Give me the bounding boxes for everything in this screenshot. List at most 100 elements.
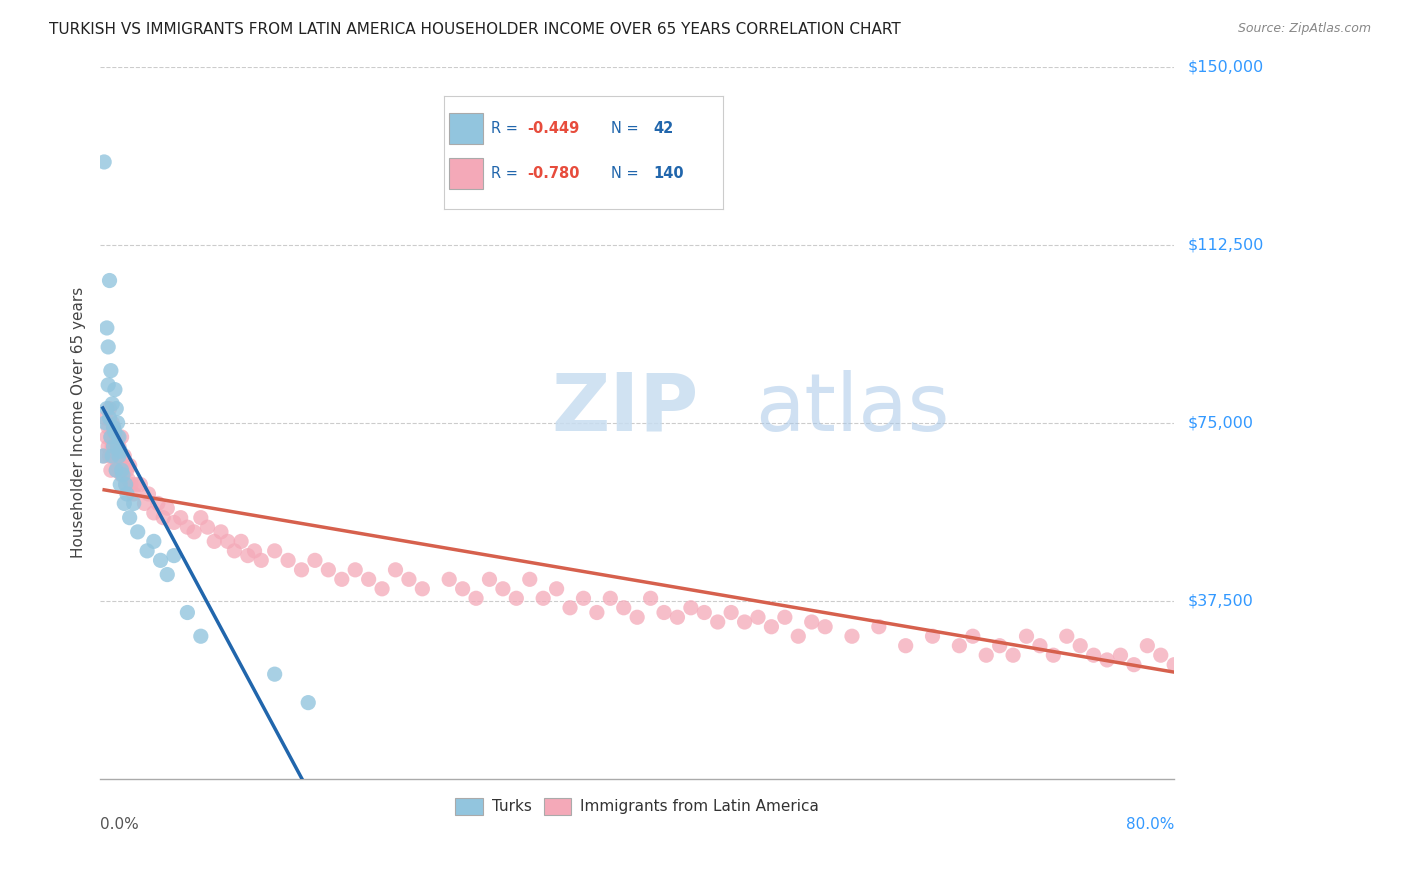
Point xyxy=(170,510,193,524)
Point xyxy=(103,449,125,463)
Point xyxy=(105,440,128,454)
Point xyxy=(679,600,702,615)
Point xyxy=(297,696,319,710)
Point xyxy=(437,572,460,586)
Point xyxy=(787,629,810,643)
Point xyxy=(122,487,145,501)
Point xyxy=(112,449,135,463)
Point xyxy=(107,458,129,473)
Point xyxy=(263,544,285,558)
Point xyxy=(706,615,728,629)
Point xyxy=(1056,629,1078,643)
Point xyxy=(1095,653,1118,667)
Point xyxy=(104,425,127,440)
Point xyxy=(98,401,121,416)
Point xyxy=(100,364,122,378)
Point xyxy=(478,572,501,586)
Point xyxy=(117,473,139,487)
Point xyxy=(626,610,648,624)
Point xyxy=(101,397,124,411)
Point xyxy=(492,582,515,596)
Point xyxy=(572,591,595,606)
Point xyxy=(734,615,756,629)
Point xyxy=(666,610,689,624)
Point xyxy=(277,553,299,567)
Point xyxy=(519,572,541,586)
Point xyxy=(236,549,259,563)
Point xyxy=(134,496,156,510)
Point xyxy=(558,600,581,615)
Point xyxy=(104,383,127,397)
Point xyxy=(104,449,127,463)
Point xyxy=(720,606,742,620)
Point xyxy=(209,524,232,539)
Point xyxy=(118,458,141,473)
Point xyxy=(114,477,136,491)
Point xyxy=(505,591,527,606)
Point xyxy=(111,467,134,482)
Point xyxy=(110,467,132,482)
Point xyxy=(108,430,131,444)
Point xyxy=(652,606,675,620)
Point xyxy=(105,463,128,477)
Point xyxy=(344,563,367,577)
Point xyxy=(330,572,353,586)
Point xyxy=(962,629,984,643)
Point xyxy=(398,572,420,586)
Point xyxy=(411,582,433,596)
Point xyxy=(97,377,120,392)
Text: $75,000: $75,000 xyxy=(1188,416,1254,430)
Point xyxy=(94,411,117,425)
Point xyxy=(176,606,198,620)
Point xyxy=(152,510,174,524)
Point xyxy=(357,572,380,586)
Point xyxy=(243,544,266,558)
Point xyxy=(107,416,129,430)
Point xyxy=(1042,648,1064,663)
Point xyxy=(96,401,118,416)
Point xyxy=(841,629,863,643)
Point xyxy=(190,510,212,524)
Point xyxy=(229,534,252,549)
Point xyxy=(1163,657,1185,672)
Point xyxy=(1029,639,1052,653)
Point xyxy=(100,430,122,444)
Point xyxy=(110,477,132,491)
Point xyxy=(146,496,169,510)
Point xyxy=(108,449,131,463)
Point xyxy=(105,401,128,416)
Legend: Turks, Immigrants from Latin America: Turks, Immigrants from Latin America xyxy=(449,792,825,821)
Point xyxy=(1083,648,1105,663)
Point xyxy=(304,553,326,567)
Point xyxy=(127,524,149,539)
Point xyxy=(100,430,122,444)
Point xyxy=(176,520,198,534)
Point xyxy=(129,477,152,491)
Point xyxy=(465,591,488,606)
Point xyxy=(1150,648,1173,663)
Point xyxy=(163,516,186,530)
Point xyxy=(531,591,554,606)
Point xyxy=(138,487,160,501)
Point xyxy=(250,553,273,567)
Point xyxy=(948,639,970,653)
Point xyxy=(105,463,128,477)
Point xyxy=(197,520,219,534)
Point xyxy=(202,534,225,549)
Point xyxy=(371,582,394,596)
Text: atlas: atlas xyxy=(755,369,949,448)
Point xyxy=(761,620,783,634)
Point xyxy=(120,477,142,491)
Point xyxy=(115,487,138,501)
Point xyxy=(101,440,124,454)
Point xyxy=(290,563,312,577)
Point xyxy=(97,420,120,434)
Point xyxy=(107,430,129,444)
Point xyxy=(800,615,823,629)
Point xyxy=(112,496,135,510)
Point xyxy=(1109,648,1132,663)
Point xyxy=(101,416,124,430)
Text: Source: ZipAtlas.com: Source: ZipAtlas.com xyxy=(1237,22,1371,36)
Text: 0.0%: 0.0% xyxy=(100,817,139,832)
Point xyxy=(156,501,179,516)
